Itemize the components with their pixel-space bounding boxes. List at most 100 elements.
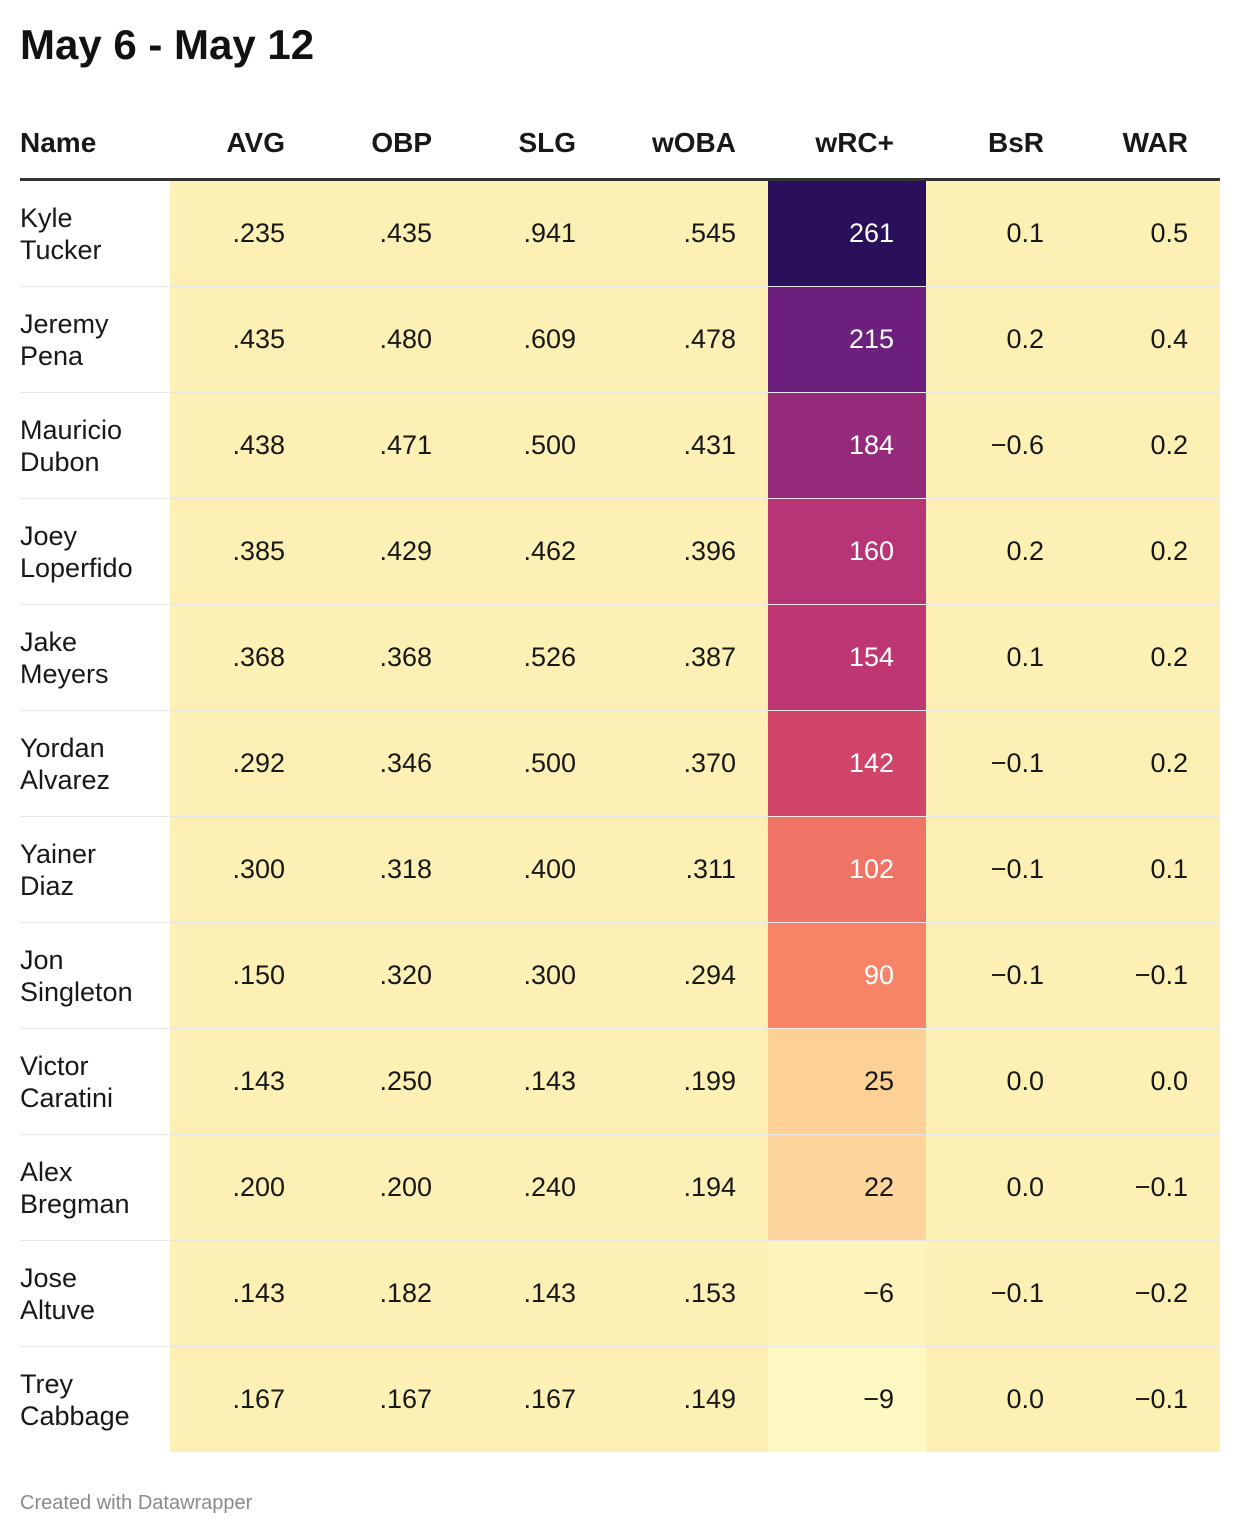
cell-woba: .431 — [608, 392, 768, 499]
column-header-woba[interactable]: wOBA — [608, 108, 768, 181]
cell-woba: .153 — [608, 1240, 768, 1347]
table-row: Jake Meyers .368.368.526.387 154 0.1 0.2 — [20, 604, 1220, 711]
column-header-war[interactable]: WAR — [1076, 108, 1220, 181]
column-header-obp[interactable]: OBP — [317, 108, 464, 181]
player-first-name: Trey — [20, 1368, 73, 1399]
cell-woba: .478 — [608, 286, 768, 393]
table-row: Jose Altuve .143.182.143.153 −6 −0.1 −0.2 — [20, 1240, 1220, 1347]
cell-bsr: −0.1 — [926, 816, 1076, 923]
cell-wrc-plus: 184 — [768, 392, 926, 499]
cell-avg: .292 — [170, 710, 317, 817]
cell-war: −0.2 — [1076, 1240, 1220, 1347]
cell-woba: .199 — [608, 1028, 768, 1135]
cell-obp: .480 — [317, 286, 464, 393]
player-name-cell: Jon Singleton — [20, 922, 170, 1029]
cell-slg: .526 — [464, 604, 608, 711]
cell-obp: .318 — [317, 816, 464, 923]
cell-obp: .368 — [317, 604, 464, 711]
player-first-name: Yordan — [20, 732, 105, 763]
cell-woba: .396 — [608, 498, 768, 605]
player-last-name: Pena — [20, 340, 84, 371]
footer-credit[interactable]: Created with Datawrapper — [20, 1492, 253, 1514]
player-last-name: Dubon — [20, 446, 100, 477]
cell-war: 0.1 — [1076, 816, 1220, 923]
column-header-wrc-plus[interactable]: wRC+ — [768, 108, 926, 181]
player-name-cell: Alex Bregman — [20, 1134, 170, 1241]
cell-bsr: −0.1 — [926, 1240, 1076, 1347]
stats-table: Name AVG OBP SLG wOBA wRC+ BsR WAR Kyle T… — [20, 108, 1220, 1452]
cell-bsr: 0.0 — [926, 1028, 1076, 1135]
cell-avg: .385 — [170, 498, 317, 605]
cell-wrc-plus: 90 — [768, 922, 926, 1029]
cell-woba: .294 — [608, 922, 768, 1029]
player-last-name: Caratini — [20, 1082, 114, 1113]
cell-war: 0.4 — [1076, 286, 1220, 393]
player-name-cell: Trey Cabbage — [20, 1346, 170, 1452]
cell-avg: .438 — [170, 392, 317, 499]
player-first-name: Jon — [20, 944, 64, 975]
column-header-slg[interactable]: SLG — [464, 108, 608, 181]
cell-slg: .167 — [464, 1346, 608, 1452]
cell-war: 0.0 — [1076, 1028, 1220, 1135]
cell-obp: .200 — [317, 1134, 464, 1241]
player-first-name: Joey — [20, 520, 78, 551]
table-row: Trey Cabbage .167.167.167.149 −9 0.0 −0.1 — [20, 1346, 1220, 1452]
cell-bsr: 0.2 — [926, 286, 1076, 393]
cell-wrc-plus: 154 — [768, 604, 926, 711]
player-last-name: Bregman — [20, 1188, 130, 1219]
cell-avg: .368 — [170, 604, 317, 711]
cell-obp: .167 — [317, 1346, 464, 1452]
cell-obp: .429 — [317, 498, 464, 605]
cell-war: 0.2 — [1076, 392, 1220, 499]
cell-slg: .400 — [464, 816, 608, 923]
cell-war: −0.1 — [1076, 922, 1220, 1029]
cell-bsr: 0.0 — [926, 1134, 1076, 1241]
cell-wrc-plus: 160 — [768, 498, 926, 605]
cell-war: 0.2 — [1076, 710, 1220, 817]
cell-avg: .200 — [170, 1134, 317, 1241]
column-header-avg[interactable]: AVG — [170, 108, 317, 181]
cell-avg: .143 — [170, 1028, 317, 1135]
cell-woba: .545 — [608, 179, 768, 287]
cell-slg: .500 — [464, 710, 608, 817]
cell-obp: .471 — [317, 392, 464, 499]
cell-slg: .609 — [464, 286, 608, 393]
player-name-cell: Victor Caratini — [20, 1028, 170, 1135]
table-body: Kyle Tucker .235.435.941.545 261 0.1 0.5 Jerem… — [20, 179, 1220, 1452]
player-name-cell: Yordan Alvarez — [20, 710, 170, 817]
table-row: Joey Loperfido .385.429.462.396 160 0.2 0.2 — [20, 498, 1220, 605]
cell-avg: .143 — [170, 1240, 317, 1347]
cell-avg: .150 — [170, 922, 317, 1029]
table-row: Mauricio Dubon .438.471.500.431 184 −0.6 0.2 — [20, 392, 1220, 499]
cell-slg: .143 — [464, 1028, 608, 1135]
cell-avg: .435 — [170, 286, 317, 393]
cell-slg: .143 — [464, 1240, 608, 1347]
cell-obp: .182 — [317, 1240, 464, 1347]
player-last-name: Diaz — [20, 870, 75, 901]
player-last-name: Meyers — [20, 658, 109, 689]
cell-wrc-plus: 261 — [768, 179, 926, 287]
table-row: Jon Singleton .150.320.300.294 90 −0.1 −0.1 — [20, 922, 1220, 1029]
table-row: Victor Caratini .143.250.143.199 25 0.0 0.0 — [20, 1028, 1220, 1135]
cell-slg: .500 — [464, 392, 608, 499]
cell-avg: .167 — [170, 1346, 317, 1452]
player-last-name: Loperfido — [20, 552, 133, 583]
cell-obp: .250 — [317, 1028, 464, 1135]
cell-slg: .240 — [464, 1134, 608, 1241]
cell-wrc-plus: 215 — [768, 286, 926, 393]
column-header-bsr[interactable]: BsR — [926, 108, 1076, 181]
player-last-name: Altuve — [20, 1294, 96, 1325]
chart-title: May 6 - May 12 — [20, 21, 315, 68]
column-header-name[interactable]: Name — [20, 108, 170, 181]
player-first-name: Kyle — [20, 202, 73, 233]
cell-wrc-plus: −6 — [768, 1240, 926, 1347]
cell-obp: .346 — [317, 710, 464, 817]
player-name-cell: Yainer Diaz — [20, 816, 170, 923]
cell-war: 0.2 — [1076, 498, 1220, 605]
cell-wrc-plus: 102 — [768, 816, 926, 923]
player-name-cell: Jose Altuve — [20, 1240, 170, 1347]
cell-slg: .300 — [464, 922, 608, 1029]
cell-avg: .300 — [170, 816, 317, 923]
player-first-name: Jake — [20, 626, 78, 657]
cell-war: 0.5 — [1076, 179, 1220, 287]
